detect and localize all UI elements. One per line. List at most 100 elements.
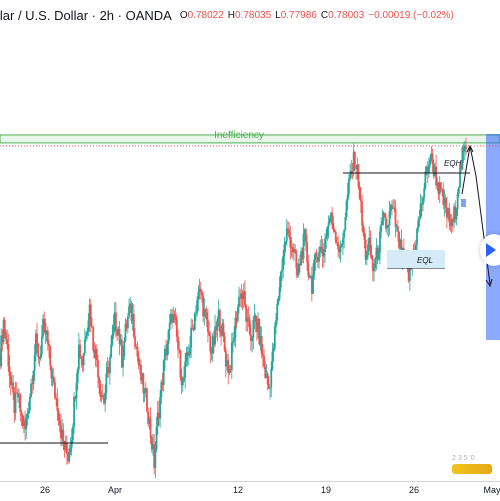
- ohlc-key: C: [320, 9, 329, 21]
- candle-body: [462, 147, 465, 152]
- candle-body: [119, 339, 122, 344]
- candle-body: [222, 323, 225, 337]
- candle-body: [205, 312, 208, 320]
- arrow-down-icon: [485, 278, 493, 288]
- candle-body: [38, 357, 41, 359]
- candle-body: [55, 397, 58, 399]
- symbol-title[interactable]: llar / U.S. Dollar · 2h · OANDA: [0, 7, 172, 23]
- candle-body: [320, 246, 323, 250]
- candle-body: [134, 336, 136, 347]
- candle-body: [27, 411, 30, 415]
- candle-body: [456, 194, 459, 210]
- candle-body: [253, 315, 256, 320]
- candle-body: [21, 415, 24, 427]
- candle-body: [12, 382, 15, 393]
- candle-body: [221, 323, 224, 336]
- candle-body: [107, 366, 110, 374]
- candle-body: [193, 313, 196, 331]
- candle-body: [283, 244, 286, 257]
- candle-body: [175, 319, 178, 337]
- candle-body: [68, 452, 71, 462]
- candle-body: [424, 171, 427, 189]
- candle-body: [353, 152, 356, 168]
- candle-body: [228, 369, 231, 374]
- candle-body: [387, 225, 390, 226]
- candle-body: [91, 326, 93, 328]
- candle-body: [461, 147, 464, 170]
- candle-body: [450, 219, 453, 226]
- candle-body: [217, 310, 220, 320]
- candle-body: [399, 239, 402, 249]
- candle-body: [236, 307, 239, 322]
- inefficiency-zone: [0, 134, 500, 144]
- candle-body: [135, 346, 138, 348]
- candle-body: [181, 381, 184, 386]
- candle-body: [393, 207, 396, 209]
- candle-body: [11, 382, 13, 385]
- candle-body: [326, 226, 329, 237]
- candle-body: [261, 354, 264, 357]
- candle-body: [185, 352, 188, 362]
- candle-body: [449, 222, 452, 226]
- candle-body: [97, 360, 99, 378]
- candle-body: [285, 228, 288, 242]
- candle-body: [116, 331, 118, 336]
- candle-body: [426, 167, 429, 174]
- candle-body: [67, 453, 70, 462]
- play-button[interactable]: [480, 234, 500, 266]
- candle-body: [142, 373, 145, 394]
- candle-body: [440, 182, 442, 190]
- candle-body: [379, 231, 381, 253]
- candle-body: [284, 241, 287, 245]
- candle-body: [441, 189, 444, 190]
- candle-body: [54, 382, 56, 398]
- candle-body: [36, 333, 38, 344]
- candle-body: [111, 334, 114, 345]
- candle-body: [31, 383, 34, 385]
- candle-body: [307, 262, 310, 276]
- candle-body: [382, 212, 385, 221]
- candle-body: [419, 203, 422, 219]
- candle-body: [316, 256, 319, 262]
- candle-body: [203, 309, 206, 317]
- candle-body: [258, 318, 261, 345]
- candle-body: [371, 259, 374, 271]
- candle-body: [398, 231, 400, 249]
- candle-body: [85, 335, 87, 340]
- candle-body: [143, 387, 146, 394]
- candle-body: [93, 350, 96, 359]
- candle-body: [252, 319, 255, 338]
- ohlc-key: O: [179, 9, 188, 21]
- time-axis[interactable]: 26 Apr 12 19 26 May: [0, 481, 500, 501]
- candle-body: [138, 364, 141, 366]
- candle-body: [37, 343, 40, 358]
- candle-body: [187, 354, 190, 356]
- candle-body: [432, 164, 435, 176]
- candle-body: [123, 340, 126, 357]
- candle-body: [155, 426, 158, 450]
- candle-body: [271, 351, 274, 369]
- candle-body: [295, 252, 298, 269]
- candle-body: [158, 412, 160, 419]
- candle-body: [174, 316, 177, 320]
- candle-body: [349, 174, 351, 179]
- candle-body: [309, 276, 312, 278]
- candle-body: [348, 178, 350, 195]
- candle-body: [117, 329, 120, 336]
- candle-body: [267, 383, 270, 389]
- candle-body: [34, 333, 37, 356]
- candle-body: [210, 351, 213, 354]
- candle-body: [172, 314, 175, 323]
- ohlc-value: 0.77986: [280, 9, 317, 21]
- candle-body: [423, 188, 426, 198]
- candle-body: [109, 357, 111, 374]
- candle-body: [105, 373, 108, 393]
- candle-body: [272, 348, 275, 352]
- candle-body: [431, 153, 434, 165]
- candle-body: [385, 217, 387, 229]
- candle-body: [392, 207, 395, 209]
- candle-body: [342, 237, 344, 244]
- candle-body: [459, 165, 461, 188]
- candle-body: [171, 313, 173, 323]
- candle-body: [394, 208, 397, 227]
